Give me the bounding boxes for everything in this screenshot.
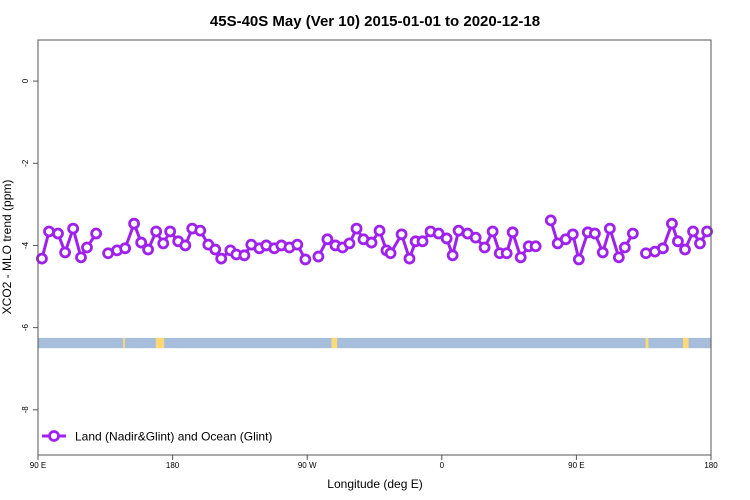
data-point [142,243,155,256]
land-span [682,337,689,349]
x-tick-label: 90 E [568,461,584,470]
data-point [75,251,87,264]
data-point [43,225,55,238]
data-point [365,236,378,249]
data-point [299,253,312,266]
data-point [384,247,397,260]
data-point [640,247,652,260]
data-point [432,227,445,240]
data-point [291,238,304,251]
data-point [373,224,386,237]
data-point [416,235,429,248]
x-tick-label: 180 [166,461,180,470]
data-point [544,214,557,227]
data-point [119,242,132,255]
data-point [150,225,163,238]
data-point [135,236,148,249]
legend: Land (Nadir&Glint) and Ocean (Glint) [42,430,272,444]
data-point [529,240,542,253]
data-point [589,227,601,240]
data-point [157,237,170,250]
data-point [179,239,192,252]
data-point [312,250,325,263]
data-point [469,231,482,244]
data-point [128,217,140,230]
data-point [618,241,631,254]
series-group [36,214,713,266]
plot-frame [37,39,712,456]
data-point [81,241,93,254]
data-point [687,225,699,238]
data-point [666,217,678,230]
x-tick-label: 90 W [298,461,317,470]
data-point [90,227,103,240]
land-span [645,337,649,349]
data-point [59,246,72,259]
y-axis-label: XCO2 - MLO trend (ppm) [0,180,14,315]
chart-title: 45S-40S May (Ver 10) 2015-01-01 to 2020-… [210,13,540,30]
x-tick-label: 180 [704,461,718,470]
y-tick-label: -6 [21,324,30,332]
data-point [395,228,408,241]
data-point [194,224,207,237]
data-point [52,227,64,240]
y-tick-label: -2 [21,159,30,167]
ocean-band [38,337,711,349]
data-point [603,222,616,235]
data-point [164,225,177,238]
x-tick-label: 0 [440,461,445,470]
data-point [612,251,625,264]
x-tick-label: 90 E [30,461,46,470]
y-tick-label: 0 [21,78,30,83]
data-point [657,242,669,255]
data-point [478,241,491,254]
data-point [440,232,453,245]
y-tick-label: -8 [21,406,30,414]
data-point [500,247,513,260]
x-axis: 90 E 180 90 W 0 90 E 180 [30,455,718,470]
data-point [209,243,222,256]
data-point [343,237,356,250]
data-point [596,246,609,259]
data-point [506,226,519,239]
land-span [155,337,165,349]
data-point [321,233,334,246]
y-axis: 0 -2 -4 -6 -8 [21,78,38,413]
land-span [331,337,338,349]
data-point [566,228,579,241]
data-point [67,222,80,235]
legend-label: Land (Nadir&Glint) and Ocean (Glint) [75,430,272,444]
data-point [572,253,585,266]
legend-marker [48,430,60,442]
data-point [514,251,527,264]
y-tick-label: -4 [21,241,30,249]
data-point [238,249,251,262]
data-point [679,243,691,256]
data-point [626,227,639,240]
data-point [672,235,684,248]
x-axis-label: Longitude (deg E) [327,477,422,491]
data-point [486,225,499,238]
data-point [446,249,459,262]
data-point [403,252,416,265]
data-point [701,225,713,238]
surface-type-band [38,337,711,349]
data-point [36,252,48,265]
land-span [123,337,125,349]
data-point [350,222,363,235]
data-point [694,237,706,250]
data-point [215,252,228,265]
